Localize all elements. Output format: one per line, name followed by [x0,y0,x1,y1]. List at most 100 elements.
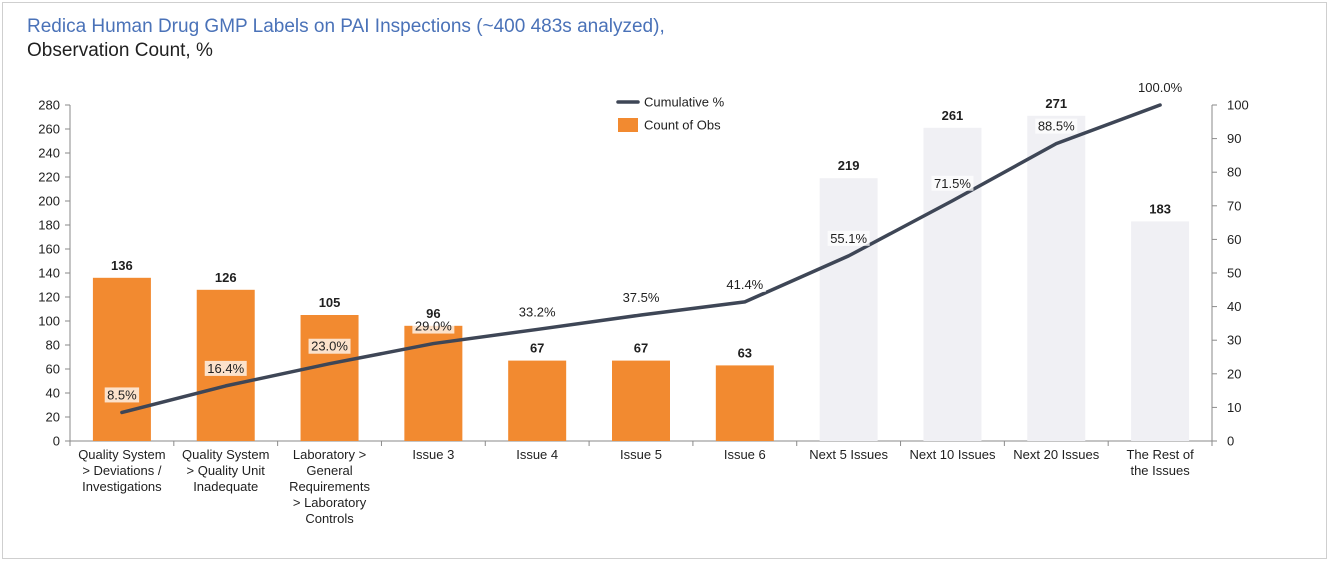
legend-label-cumulative: Cumulative % [644,95,725,110]
y-right-tick-label: 50 [1227,266,1241,281]
x-tick-label: Issue 3 [412,447,454,462]
y-left-tick-label: 280 [38,98,60,113]
x-tick-label-line: Laboratory > [293,447,366,462]
bar-value-label: 271 [1045,96,1067,111]
y-left-tick-label: 20 [46,410,60,425]
x-tick-label-line: Requirements [289,479,370,494]
bar [508,360,567,441]
line-label-bg [204,360,247,376]
x-tick-label-line: Quality System [182,447,269,462]
x-tick-label: Issue 5 [620,447,662,462]
y-right-tick-label: 20 [1227,366,1241,381]
cumulative-line [120,103,1162,415]
bar [92,277,151,441]
chart-title-line-2: Observation Count, % [27,40,213,61]
y-left-tick-label: 100 [38,314,60,329]
y-left-tick-label: 0 [53,434,60,449]
x-tick-label: Laboratory > General Requirements > Laborat… [289,447,370,526]
line-value-label: 71.5% [934,176,971,191]
x-tick-label: Issue 4 [516,447,558,462]
y-left-tick-label: 120 [38,290,60,305]
y-right-tick-label: 80 [1227,165,1241,180]
line-value-label: 23.0% [311,339,348,354]
x-tick-label: The Rest of the Issues [1126,447,1194,478]
y-right-tick-label: 30 [1227,333,1241,348]
bar-value-label: 183 [1149,201,1171,216]
line-label-bg [1135,80,1185,95]
bar-value-label: 126 [215,270,237,285]
line-label-bg [827,230,870,246]
x-tick-label-line: > Laboratory [293,495,367,510]
bar-value-label: 261 [942,108,964,123]
y-left-tick-label: 80 [46,338,60,353]
x-tick-label-line: Issue 4 [516,447,558,462]
y-left-tick-label: 60 [46,362,60,377]
y-left-tick-label: 200 [38,194,60,209]
x-tick-label: Next 10 Issues [909,447,995,462]
x-tick-label-line: Issue 6 [724,447,766,462]
x-tick-label: Quality System > Deviations / Investigatio… [78,447,165,494]
x-tick-label-line: Next 10 Issues [909,447,995,462]
y-right-tick-label: 40 [1227,299,1241,314]
y-right-tick-label: 0 [1227,434,1234,449]
bar [612,360,670,441]
y-left-tick-label: 220 [38,170,60,185]
line-value-label: 33.2% [519,304,556,319]
y-left-tick-label: 240 [38,146,60,161]
line-label-bg [516,304,559,320]
bar-value-label: 136 [111,258,133,273]
bar [300,315,359,441]
line-value-label: 100.0% [1138,80,1183,95]
line-label-bg [412,318,455,334]
line-label-bg [1035,118,1078,134]
x-tick-label-line: > Deviations / [82,463,162,478]
y-right-tick-label: 90 [1227,131,1241,146]
bar [1131,221,1190,441]
bar-value-label: 96 [426,306,440,321]
legend-label-count: Count of Obs [644,118,721,133]
line-label-bg [931,175,974,191]
y-left-tick-label: 140 [38,266,60,281]
x-tick-label-line: Inadequate [193,479,258,494]
y-left-tick-label: 180 [38,218,60,233]
y-right-tick-label: 100 [1227,98,1249,113]
line-value-label: 8.5% [107,387,137,402]
x-tick-label-line: Next 20 Issues [1013,447,1099,462]
bar [1027,115,1086,442]
x-tick-label-line: Issue 5 [620,447,662,462]
line-value-label: 16.4% [207,361,244,376]
bar-value-label: 219 [838,158,860,173]
x-tick-label-line: Issue 3 [412,447,454,462]
y-right-tick-label: 70 [1227,198,1241,213]
line-label-bg [104,387,140,403]
x-tick-label: Issue 6 [724,447,766,462]
bar-value-label: 67 [634,341,648,356]
chart-title: Redica Human Drug GMP Labels on PAI Insp… [27,15,665,63]
x-tick-label: Next 5 Issues [809,447,888,462]
line-value-label: 88.5% [1038,119,1075,134]
legend-bar-swatch [618,118,638,132]
x-tick-label-line: Investigations [82,479,162,494]
chart-title-line-1: Redica Human Drug GMP Labels on PAI Insp… [27,16,665,37]
bar [715,365,774,441]
x-tick-label-line: > Quality Unit [187,463,266,478]
x-tick-label-line: Next 5 Issues [809,447,888,462]
line-value-label: 41.4% [726,277,763,292]
y-right-tick-label: 60 [1227,232,1241,247]
x-tick-label: Next 20 Issues [1013,447,1099,462]
x-tick-label: Quality System > Quality Unit Inadequate [182,447,269,494]
x-tick-label-line: The Rest of [1126,447,1194,462]
line-value-label: 37.5% [623,290,660,305]
y-left-tick-label: 40 [46,386,60,401]
line-label-bg [620,290,662,305]
bar-value-label: 105 [319,295,341,310]
bar-value-label: 67 [530,341,544,356]
line-label-bg [723,276,766,292]
bar [819,178,878,441]
y-left-tick-label: 260 [38,122,60,137]
line-value-label: 55.1% [830,231,867,246]
bar-value-label: 63 [738,345,752,360]
x-tick-label-line: General [306,463,352,478]
